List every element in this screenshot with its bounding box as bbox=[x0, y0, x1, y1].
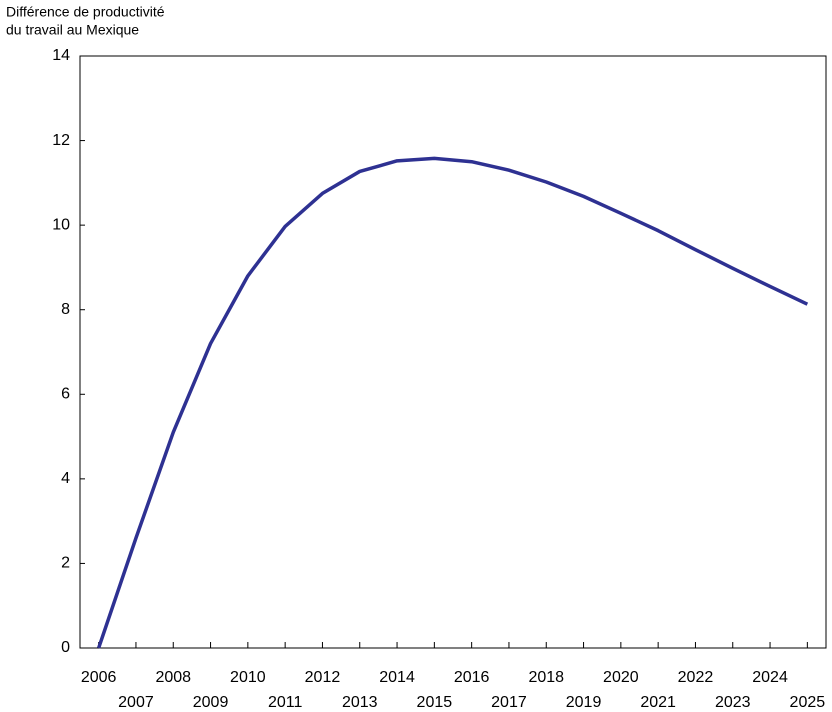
line-series bbox=[96, 156, 809, 649]
x-tick-label: 2014 bbox=[379, 669, 415, 686]
y-tick-label: 8 bbox=[61, 301, 70, 318]
x-tick-label: 2011 bbox=[268, 694, 303, 711]
x-tick-label: 2021 bbox=[640, 694, 676, 711]
plot-frame bbox=[79, 55, 827, 649]
x-tick-label: 2006 bbox=[81, 669, 117, 686]
y-tick-label: 6 bbox=[61, 386, 70, 403]
x-tick-label: 2009 bbox=[193, 694, 229, 711]
x-tick-label: 2015 bbox=[417, 694, 453, 711]
x-tick-label: 2013 bbox=[342, 694, 378, 711]
y-tick-label: 4 bbox=[61, 470, 70, 487]
y-tick-label: 0 bbox=[61, 639, 70, 656]
x-tick-label: 2020 bbox=[603, 669, 639, 686]
y-tick-label: 2 bbox=[61, 555, 70, 572]
y-axis-label: du travail au Mexique bbox=[6, 22, 139, 38]
y-tick-label: 14 bbox=[52, 47, 70, 64]
x-tick-label: 2025 bbox=[790, 694, 826, 711]
x-tick-label: 2016 bbox=[454, 669, 490, 686]
y-axis-label: Différence de productivité bbox=[6, 4, 165, 20]
x-tick-label: 2012 bbox=[305, 669, 341, 686]
x-tick-label: 2023 bbox=[715, 694, 751, 711]
x-tick-label: 2007 bbox=[118, 694, 154, 711]
x-tick-label: 2018 bbox=[528, 669, 564, 686]
y-tick-label: 12 bbox=[52, 132, 70, 149]
x-tick-label: 2024 bbox=[752, 669, 788, 686]
x-tick-label: 2010 bbox=[230, 669, 266, 686]
x-tick-label: 2008 bbox=[155, 669, 191, 686]
x-tick-label: 2022 bbox=[678, 669, 714, 686]
x-tick-label: 2017 bbox=[491, 694, 527, 711]
x-tick-label: 2019 bbox=[566, 694, 602, 711]
y-tick-label: 10 bbox=[52, 216, 70, 233]
